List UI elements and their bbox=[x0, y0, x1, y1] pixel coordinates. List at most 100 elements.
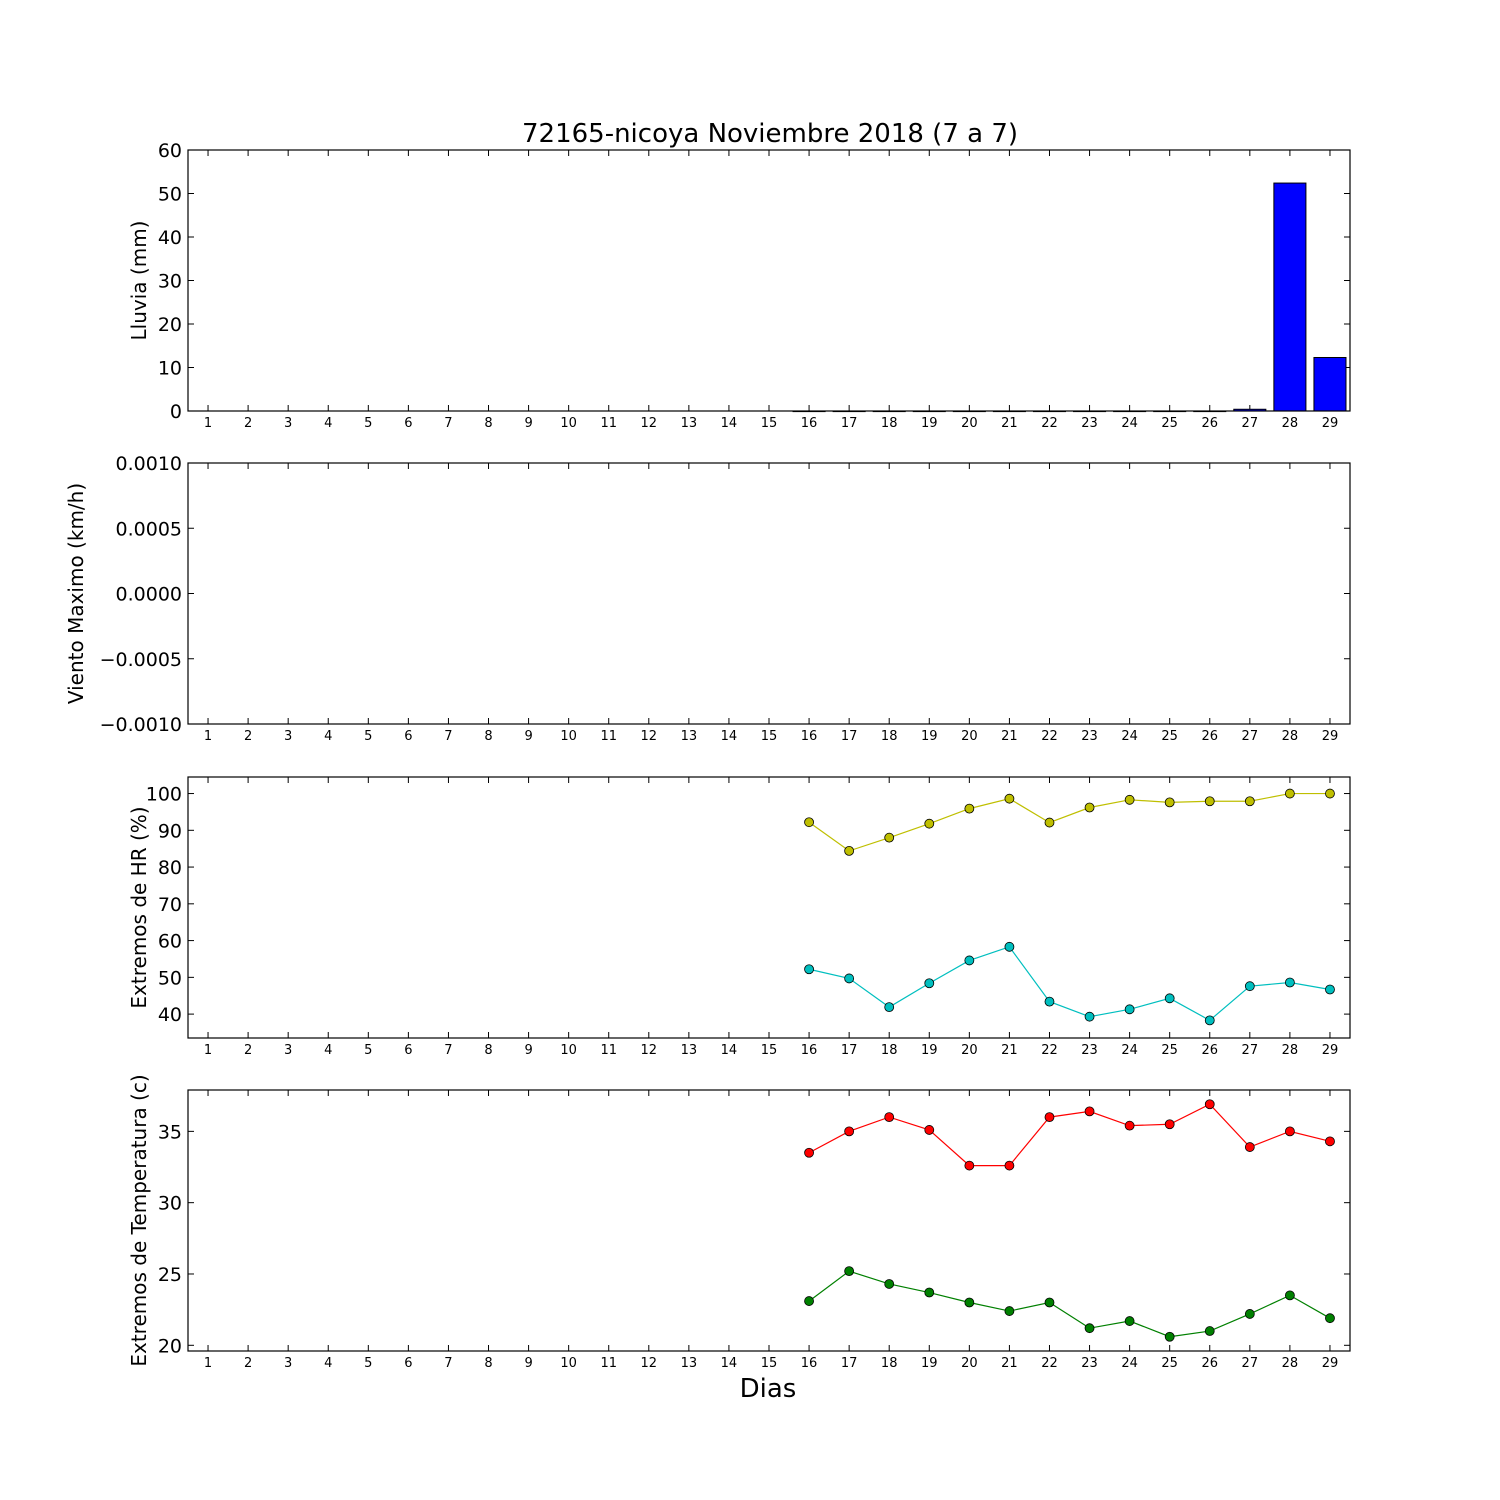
wind-x-tick-label: 21 bbox=[1001, 729, 1018, 744]
temperature-x-tick-label: 14 bbox=[721, 1356, 738, 1371]
humidity-series-0-point-day-28 bbox=[1284, 788, 1295, 799]
humidity-x-tick-label: 3 bbox=[284, 1043, 292, 1058]
temperature-x-tick-label: 5 bbox=[364, 1356, 372, 1371]
rain-y-tick-label: 40 bbox=[158, 227, 182, 249]
humidity-x-tick-label: 15 bbox=[761, 1043, 778, 1058]
humidity-x-tick-label: 7 bbox=[444, 1043, 452, 1058]
wind-y-tick-label: 0.0010 bbox=[116, 453, 182, 475]
temperature-series-0-point-day-25 bbox=[1164, 1119, 1175, 1130]
humidity-series-1-point-day-21 bbox=[1004, 941, 1015, 952]
humidity-series-1-point-day-22 bbox=[1044, 996, 1055, 1007]
temperature-series-1-point-day-18 bbox=[884, 1279, 895, 1289]
rain-x-tick-label: 11 bbox=[600, 416, 617, 431]
wind-x-tick-label: 17 bbox=[841, 729, 858, 744]
temperature-x-tick-label: 8 bbox=[484, 1356, 492, 1371]
humidity-x-tick-label: 20 bbox=[961, 1043, 978, 1058]
wind-plot-frame bbox=[187, 462, 1351, 725]
temperature-x-tick-label: 2 bbox=[244, 1356, 252, 1371]
temperature-series-1-point-day-16 bbox=[804, 1296, 814, 1306]
rain-x-tick-label: 19 bbox=[921, 416, 938, 431]
temperature-series-0-point-day-29 bbox=[1325, 1136, 1335, 1147]
temperature-series-0-point-day-27 bbox=[1244, 1142, 1255, 1152]
humidity-x-tick-label: 17 bbox=[841, 1043, 858, 1058]
temperature-x-tick-label: 10 bbox=[560, 1356, 577, 1371]
humidity-x-tick-label: 29 bbox=[1322, 1043, 1339, 1058]
temperature-y-tick-label: 25 bbox=[158, 1264, 182, 1286]
temperature-series-1-point-day-17 bbox=[844, 1266, 855, 1277]
rain-x-tick-label: 13 bbox=[681, 416, 698, 431]
wind-x-tick-label: 11 bbox=[600, 729, 617, 744]
rain-bar-day-29 bbox=[1313, 356, 1347, 412]
wind-x-tick-label: 24 bbox=[1121, 729, 1138, 744]
humidity-x-tick-label: 14 bbox=[721, 1043, 738, 1058]
humidity-series-0-point-day-20 bbox=[964, 803, 975, 814]
humidity-series-0-point-day-26 bbox=[1204, 796, 1215, 807]
rain-x-tick-label: 25 bbox=[1161, 416, 1178, 431]
temperature-plot-frame bbox=[187, 1089, 1351, 1352]
humidity-x-tick-label: 5 bbox=[364, 1043, 372, 1058]
humidity-series-1-point-day-18 bbox=[884, 1002, 895, 1013]
temperature-x-tick-label: 3 bbox=[284, 1356, 292, 1371]
temperature-series-0-point-day-21 bbox=[1004, 1160, 1015, 1171]
temperature-series-0-point-day-16 bbox=[804, 1147, 814, 1158]
temperature-series-0-point-day-18 bbox=[884, 1112, 895, 1122]
humidity-y-tick-label: 100 bbox=[146, 784, 182, 806]
wind-x-tick-label: 2 bbox=[244, 729, 252, 744]
rain-x-tick-label: 29 bbox=[1322, 416, 1339, 431]
rain-x-tick-label: 3 bbox=[284, 416, 292, 431]
temperature-x-tick-label: 11 bbox=[600, 1356, 617, 1371]
rain-x-tick-label: 17 bbox=[841, 416, 858, 431]
wind-x-tick-label: 4 bbox=[324, 729, 332, 744]
temperature-series-0-line bbox=[808, 1103, 1331, 1167]
humidity-series-0-point-day-24 bbox=[1124, 794, 1135, 805]
wind-x-tick-label: 6 bbox=[404, 729, 412, 744]
temperature-x-tick-label: 9 bbox=[524, 1356, 532, 1371]
humidity-series-0-point-day-16 bbox=[804, 817, 814, 828]
rain-x-tick-label: 14 bbox=[721, 416, 738, 431]
temperature-x-tick-label: 22 bbox=[1041, 1356, 1058, 1371]
wind-x-tick-label: 23 bbox=[1081, 729, 1098, 744]
wind-x-tick-label: 26 bbox=[1201, 729, 1218, 744]
rain-x-tick-label: 4 bbox=[324, 416, 332, 431]
rain-x-tick-label: 5 bbox=[364, 416, 372, 431]
humidity-y-tick-label: 70 bbox=[158, 894, 182, 916]
temperature-x-tick-label: 12 bbox=[641, 1356, 658, 1371]
humidity-series-1-point-day-23 bbox=[1084, 1011, 1095, 1022]
humidity-y-tick-label: 60 bbox=[158, 931, 182, 953]
temperature-series-1-line bbox=[808, 1270, 1331, 1338]
temperature-x-tick-label: 13 bbox=[681, 1356, 698, 1371]
humidity-x-tick-label: 8 bbox=[484, 1043, 492, 1058]
temperature-y-axis-label: Extremos de Temperatura (c) bbox=[127, 1074, 151, 1366]
wind-y-axis-label: Viento Maximo (km/h) bbox=[64, 483, 88, 704]
temperature-x-tick-label: 18 bbox=[881, 1356, 898, 1371]
humidity-series-1-point-day-28 bbox=[1284, 977, 1295, 988]
temperature-x-tick-label: 26 bbox=[1201, 1356, 1218, 1371]
rain-x-tick-label: 9 bbox=[524, 416, 532, 431]
temperature-series-0-point-day-20 bbox=[964, 1160, 975, 1171]
humidity-x-tick-label: 22 bbox=[1041, 1043, 1058, 1058]
rain-y-tick-label: 60 bbox=[158, 140, 182, 162]
wind-panel: Viento Maximo (km/h) −0.0010 −0.0005 0.0000… bbox=[64, 453, 1351, 744]
rain-y-tick-label: 30 bbox=[158, 271, 182, 293]
humidity-series-0-point-day-27 bbox=[1244, 796, 1255, 807]
temperature-x-tick-label: 15 bbox=[761, 1356, 778, 1371]
humidity-x-tick-label: 9 bbox=[524, 1043, 532, 1058]
wind-x-tick-label: 12 bbox=[641, 729, 658, 744]
rain-y-tick-label: 10 bbox=[158, 358, 182, 380]
temperature-series-1-point-day-23 bbox=[1084, 1323, 1095, 1334]
temperature-x-tick-label: 23 bbox=[1081, 1356, 1098, 1371]
wind-y-tick-label: −0.0010 bbox=[100, 714, 182, 736]
temperature-series-1-point-day-20 bbox=[964, 1297, 975, 1308]
temperature-x-tick-label: 4 bbox=[324, 1356, 332, 1371]
wind-x-tick-label: 15 bbox=[761, 729, 778, 744]
rain-x-tick-label: 24 bbox=[1121, 416, 1138, 431]
rain-x-tick-label: 15 bbox=[761, 416, 778, 431]
temperature-series-1-point-day-28 bbox=[1284, 1290, 1295, 1301]
temperature-series-0-point-day-17 bbox=[844, 1126, 855, 1137]
wind-x-tick-label: 16 bbox=[801, 729, 818, 744]
humidity-series-1-line bbox=[808, 946, 1331, 1022]
humidity-x-tick-label: 2 bbox=[244, 1043, 252, 1058]
humidity-plot-frame bbox=[187, 776, 1351, 1039]
